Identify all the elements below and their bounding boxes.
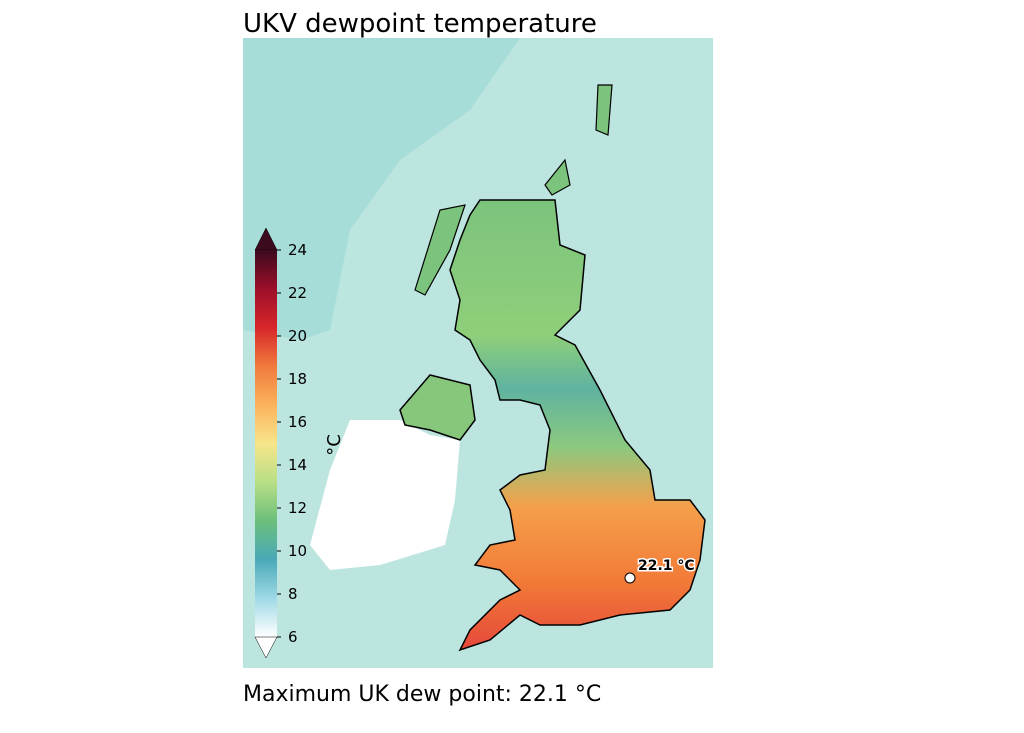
colorbar-tick-label: 20 (288, 327, 307, 345)
max-annotation: 22.1 °C (638, 558, 695, 574)
caption: Maximum UK dew point: 22.1 °C (243, 682, 601, 707)
title: UKV dewpoint temperature (243, 9, 597, 39)
colorbar-tick-label: 24 (288, 241, 307, 259)
colorbar-tick-label: 18 (288, 370, 307, 388)
northern-ireland (399, 374, 476, 441)
colorbar-gradient (255, 250, 277, 637)
colorbar: °C 6 8 10 12 14 16 18 20 22 24 (254, 227, 345, 659)
colorbar-label: °C (324, 434, 345, 456)
max-location (624, 572, 636, 584)
ireland (310, 420, 460, 570)
hebrides (414, 204, 466, 296)
shetland (595, 84, 613, 136)
colorbar-extend-min (254, 636, 278, 659)
colorbar-tick-label: 22 (288, 284, 307, 302)
colorbar-tick-label: 8 (288, 585, 298, 603)
great-britain (449, 199, 706, 652)
colorbar-tick-label: 16 (288, 413, 307, 431)
orkney (544, 158, 571, 196)
sea-shading (243, 38, 520, 340)
colorbar-tick-label: 12 (288, 499, 307, 517)
colorbar-tick-label: 6 (288, 628, 298, 646)
colorbar-tick-label: 14 (288, 456, 307, 474)
colorbar-tick-label: 10 (288, 542, 307, 560)
